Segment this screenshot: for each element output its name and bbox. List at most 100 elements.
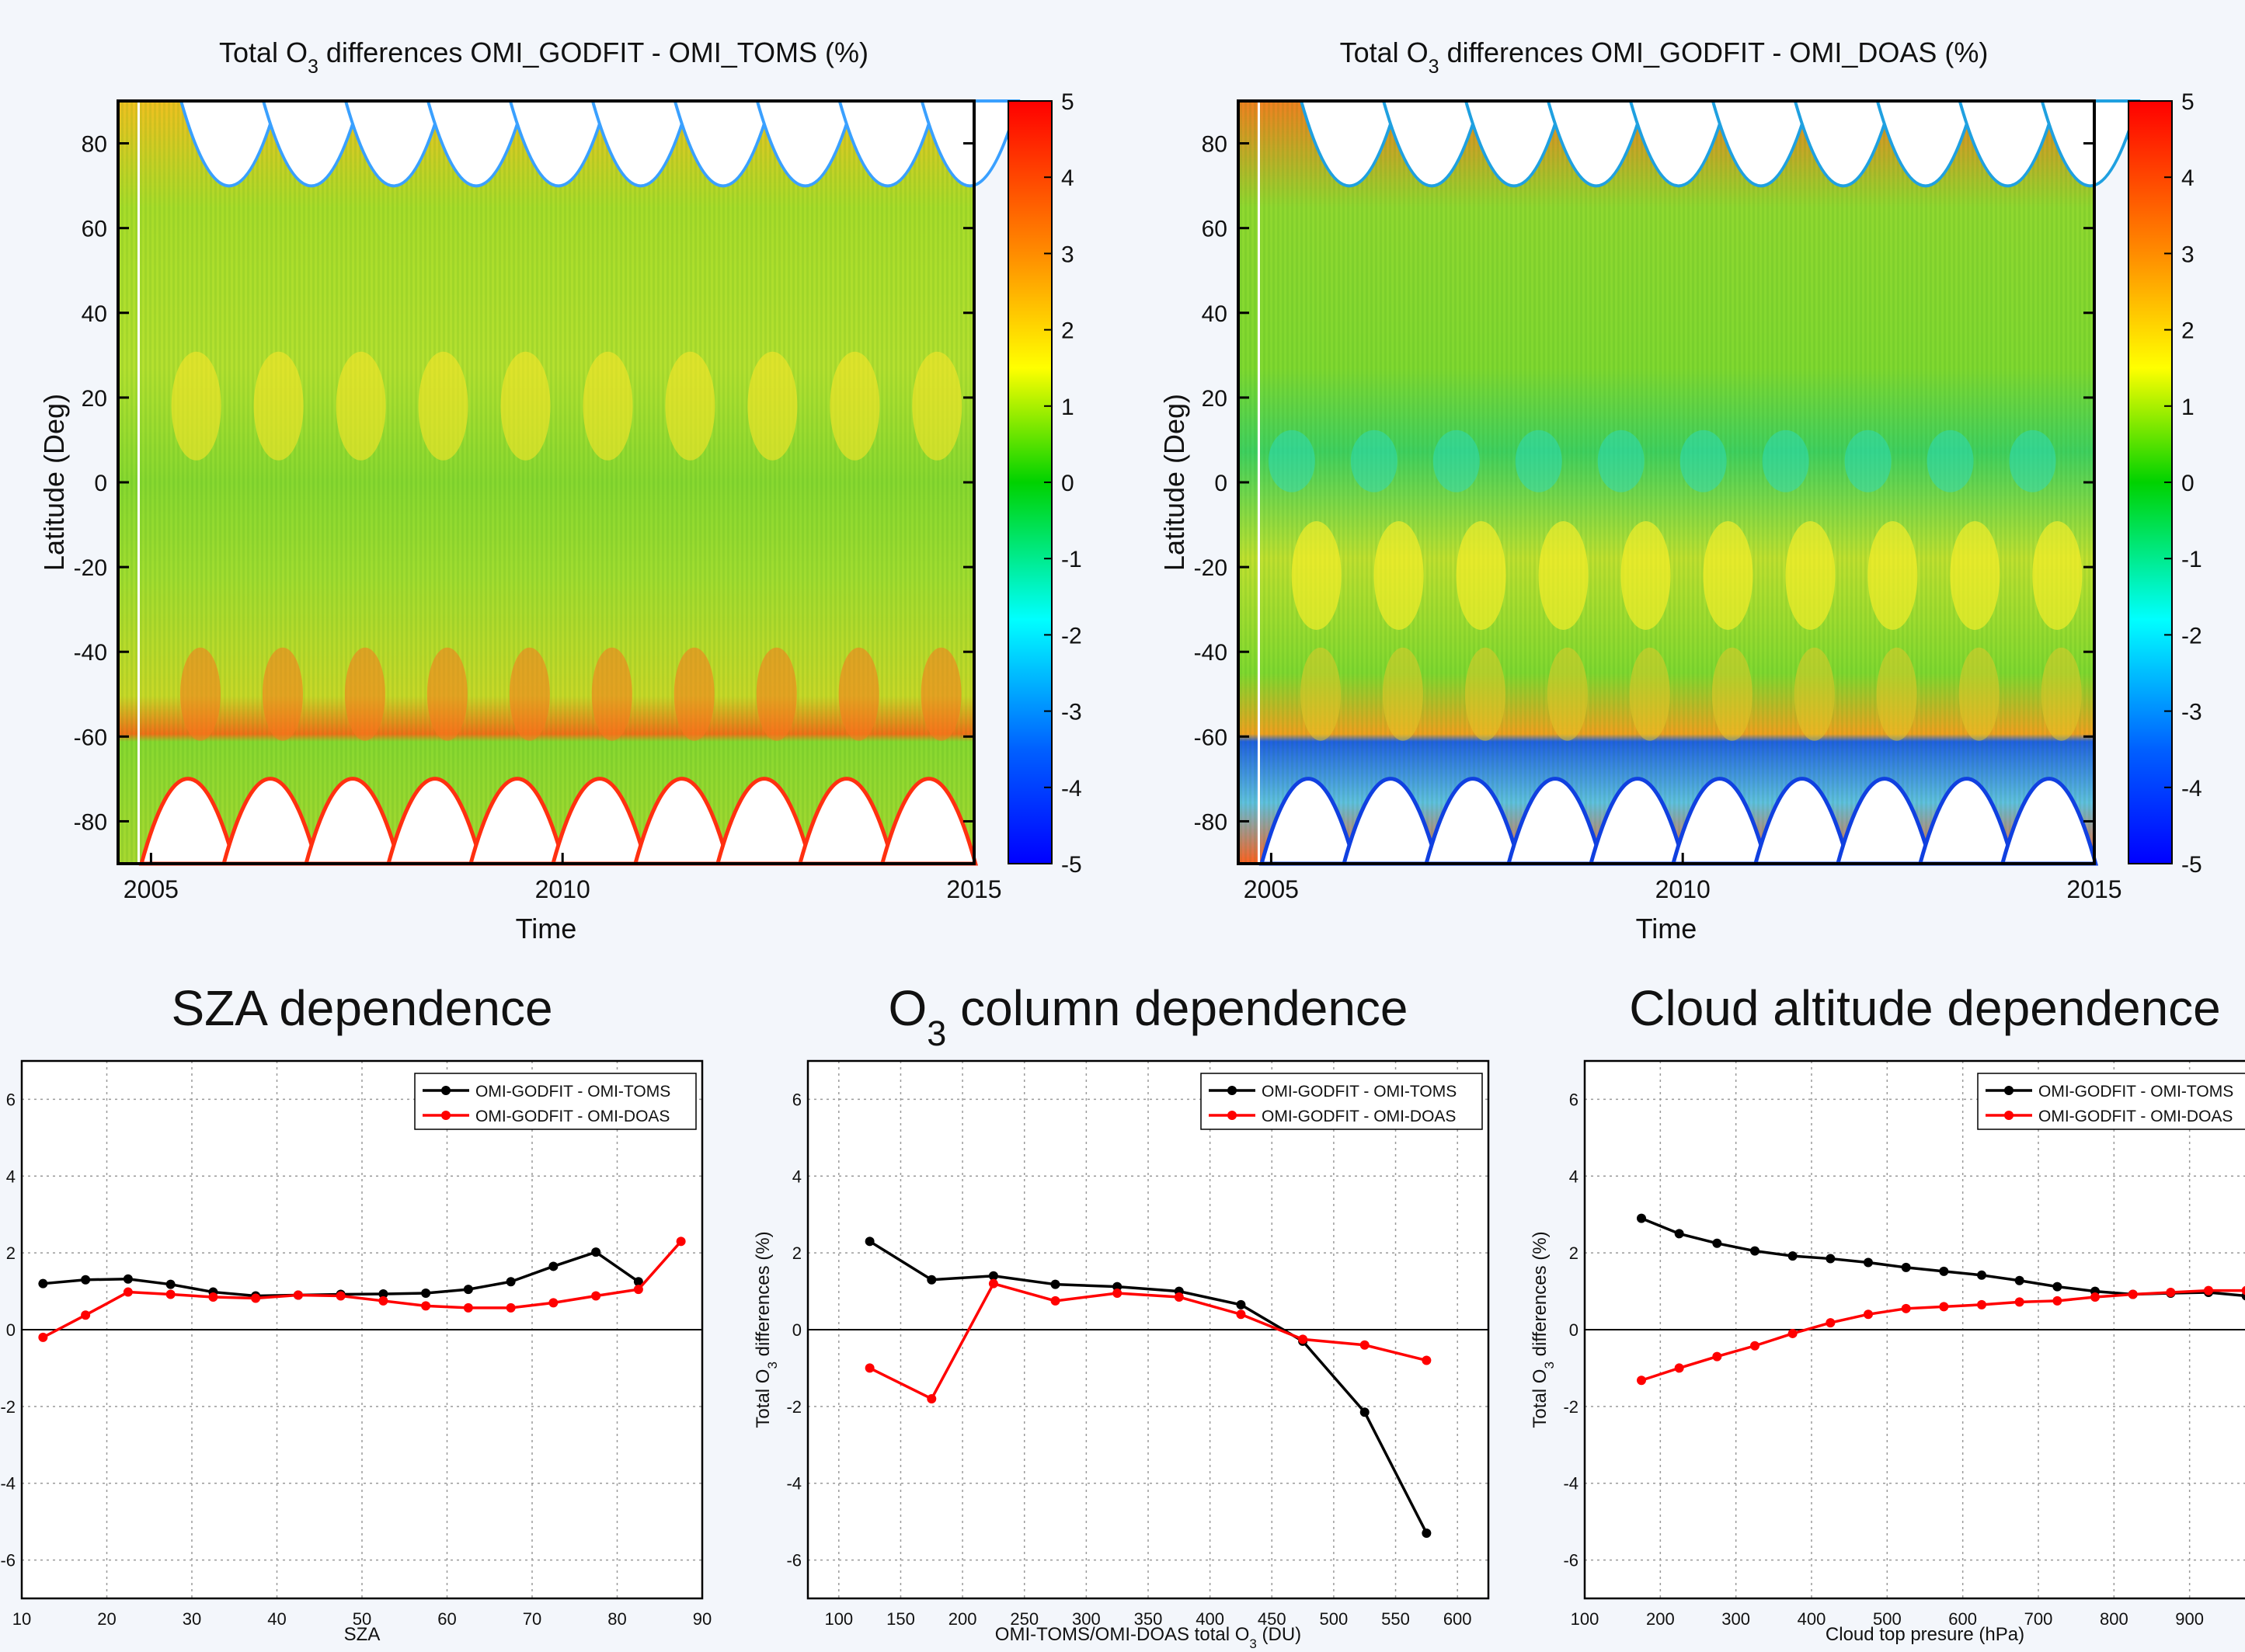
y-tick-label: 2: [1569, 1243, 1578, 1263]
y-axis-label-main: Total O: [753, 1369, 774, 1428]
legend-box: [1977, 1073, 2245, 1130]
y-tick-label: 4: [792, 1167, 802, 1186]
colorbar-tick-label: -4: [2181, 776, 2202, 802]
y-tick-label: 40: [1202, 301, 1227, 327]
y-tick-label: -20: [1194, 555, 1227, 581]
data-point: [463, 1302, 473, 1313]
data-point: [463, 1285, 473, 1295]
data-point: [591, 1291, 601, 1301]
legend: OMI-GODFIT - OMI-TOMS OMI-GODFIT - OMI-DO…: [1200, 1073, 1483, 1130]
y-tick-label: -60: [1194, 725, 1227, 750]
heatmap-feature: [1867, 521, 1918, 631]
legend-marker: [1227, 1086, 1237, 1095]
x-tick-label: 550: [1381, 1609, 1410, 1629]
y-tick-label: 20: [1202, 386, 1227, 412]
x-axis-label-rest: (DU): [1257, 1624, 1301, 1645]
x-tick-label: 2005: [1244, 875, 1299, 903]
legend-marker: [2004, 1111, 2014, 1120]
colorbar-tick-label: -1: [2181, 547, 2202, 572]
x-tick-label: 100: [1571, 1609, 1599, 1629]
x-tick-label: 900: [2175, 1609, 2204, 1629]
x-tick-label: 600: [1443, 1609, 1472, 1629]
y-tick-label: -2: [1563, 1397, 1578, 1417]
x-axis-label: Time: [1636, 913, 1697, 944]
heatmap-feature: [336, 351, 386, 461]
data-point: [2014, 1275, 2024, 1285]
polar-gap-north: [1381, 99, 1482, 188]
polar-gap-north: [179, 99, 280, 188]
y-axis-label: Total O3 differences (%): [753, 1231, 780, 1428]
data-point: [633, 1285, 643, 1295]
series-line-doas: [42, 1240, 682, 1339]
line-panel-3: 10020030040050060070080090010006420-2-4-…: [1530, 980, 2245, 1645]
y-tick-label: 80: [1202, 132, 1227, 158]
legend: OMI-GODFIT - OMI-TOMS OMI-GODFIT - OMI-DO…: [1977, 1073, 2245, 1130]
data-point: [1298, 1334, 1308, 1344]
data-point: [38, 1278, 48, 1289]
heatmap-feature: [838, 647, 879, 741]
data-point: [1939, 1302, 1949, 1312]
heatmap-feature: [509, 647, 550, 741]
data-point: [1359, 1407, 1370, 1417]
polar-gap-south: [1258, 777, 1358, 866]
data-point: [1112, 1289, 1122, 1299]
x-tick-label: 2015: [2066, 875, 2121, 903]
y-tick-label: -6: [1563, 1551, 1578, 1570]
x-tick-label: 200: [1646, 1609, 1675, 1629]
colorbar-tick-label: -1: [1061, 547, 1082, 572]
heatmap-feature: [1620, 521, 1671, 631]
polar-gap-south: [1341, 777, 1440, 866]
colorbar-tick-label: 2: [2181, 318, 2195, 344]
data-point: [1901, 1262, 1911, 1272]
data-point: [1236, 1299, 1246, 1309]
y-tick-label: 4: [1569, 1167, 1578, 1186]
data-point: [1236, 1309, 1246, 1320]
polar-gap-north: [1464, 99, 1565, 188]
data-point: [421, 1301, 431, 1311]
polar-gap-south: [1588, 777, 1687, 866]
y-axis-label: Total O3 differences (%): [1530, 1231, 1557, 1428]
x-tick-label: 500: [1320, 1609, 1349, 1629]
data-point: [1674, 1229, 1684, 1239]
data-point: [336, 1291, 346, 1301]
y-tick-label: 0: [792, 1320, 802, 1340]
polar-gap-north: [1875, 99, 1976, 188]
heatmap-feature: [1350, 430, 1397, 492]
x-axis-label-main: SZA: [344, 1624, 381, 1645]
heatmap-feature: [1382, 647, 1423, 741]
x-tick-label: 10: [12, 1609, 31, 1629]
y-axis-label: Latitude (Deg): [1158, 394, 1190, 571]
data-point: [1787, 1328, 1798, 1338]
heatmap-feature: [1629, 647, 1670, 741]
x-axis-label-sub: 3: [1249, 1636, 1256, 1649]
x-axis-label-main: Cloud top presure (hPa): [1826, 1624, 2024, 1645]
polar-gap-south: [385, 777, 485, 866]
heatmap-feature: [426, 647, 468, 741]
polar-gap-south: [1752, 777, 1852, 866]
data-point: [548, 1261, 559, 1271]
polar-gap-north: [261, 99, 362, 188]
polar-gap-south: [1670, 777, 1770, 866]
data-point: [378, 1296, 388, 1306]
heatmap-feature: [179, 647, 221, 741]
y-axis-label-main: Total O: [1530, 1369, 1551, 1428]
heatmap-feature: [1268, 430, 1315, 492]
heatmap-title-rest: differences OMI_GODFIT - OMI_TOMS (%): [318, 37, 868, 68]
y-tick-label: 6: [792, 1090, 802, 1109]
x-tick-label: 400: [1798, 1609, 1826, 1629]
y-axis-label-sub: 3: [1542, 1362, 1557, 1369]
heatmap-feature: [1703, 521, 1753, 631]
panel-title-main: Cloud altitude dependence: [1629, 980, 2221, 1036]
data-point: [81, 1310, 91, 1320]
data-point: [1174, 1292, 1184, 1302]
data-point: [676, 1236, 686, 1247]
data-point: [1712, 1351, 1722, 1362]
x-axis-label-main: OMI-TOMS/OMI-DOAS total O: [995, 1624, 1250, 1645]
heatmap-feature: [1291, 521, 1342, 631]
data-point: [865, 1236, 875, 1247]
legend-marker: [1227, 1111, 1237, 1120]
colorbar-tick-label: 3: [2181, 242, 2195, 267]
data-point: [293, 1290, 303, 1300]
heatmap-title: Total O3 differences OMI_GODFIT - OMI_DO…: [1340, 37, 1989, 78]
x-tick-label: 450: [1258, 1609, 1286, 1629]
